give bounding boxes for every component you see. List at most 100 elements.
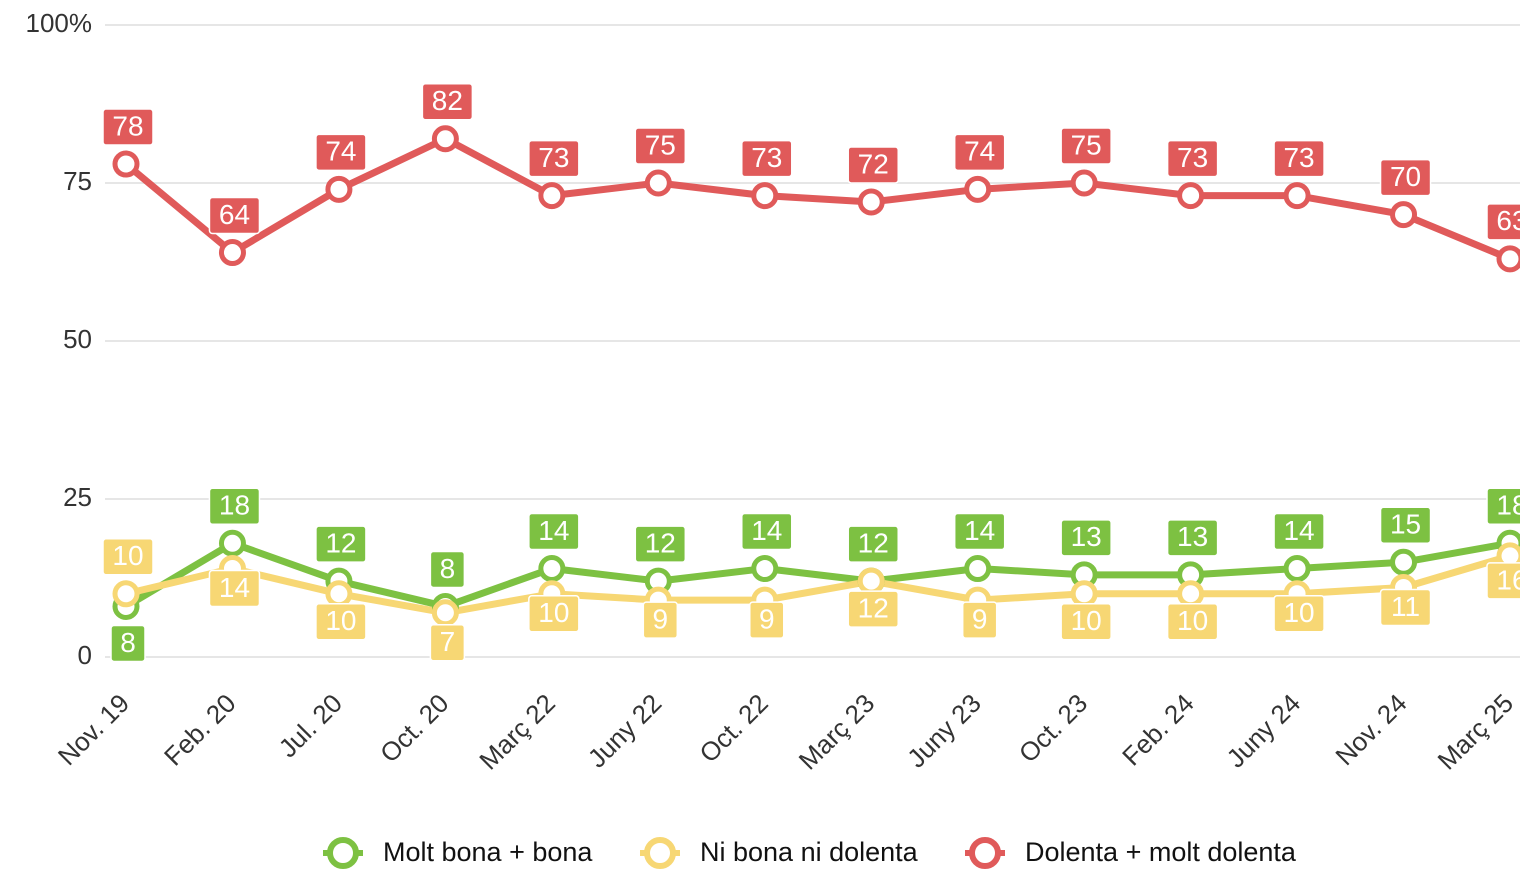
- data-label: 11: [1391, 591, 1420, 622]
- x-tick-label: Juny 23: [901, 688, 987, 774]
- point: [218, 239, 246, 267]
- point: [1496, 245, 1520, 273]
- data-label: 10: [538, 597, 569, 628]
- legend-label: Molt bona + bona: [383, 837, 593, 867]
- point: [538, 555, 566, 583]
- x-tick-label: Oct. 23: [1013, 688, 1093, 768]
- point: [857, 188, 885, 216]
- data-label: 78: [112, 110, 143, 141]
- data-label: 18: [219, 490, 250, 521]
- data-label: 12: [325, 528, 356, 559]
- data-label: 10: [112, 540, 143, 571]
- data-label-box: [315, 525, 367, 563]
- data-label: 74: [964, 136, 995, 167]
- data-label-box: [315, 603, 367, 641]
- data-label: 73: [538, 142, 569, 173]
- data-label-box: [528, 595, 580, 633]
- data-label-box: [429, 624, 466, 662]
- data-label: 70: [1390, 161, 1421, 192]
- data-label-box: [953, 133, 1006, 172]
- data-label-box: [1379, 506, 1432, 544]
- data-label-box: [528, 139, 580, 178]
- point: [751, 182, 779, 210]
- data-label: 15: [1390, 509, 1421, 540]
- data-label-box: [528, 512, 580, 551]
- data-label-box: [741, 139, 793, 178]
- point: [1070, 169, 1098, 197]
- data-label: 12: [645, 528, 676, 559]
- x-tick-label: Feb. 24: [1116, 688, 1200, 772]
- point: [1390, 548, 1418, 576]
- data-label: 12: [858, 528, 889, 559]
- data-label-box: [421, 83, 474, 121]
- point: [431, 125, 459, 153]
- data-label-box: [110, 624, 146, 663]
- point: [325, 580, 353, 608]
- data-label: 13: [1071, 521, 1102, 552]
- legend-marker: [969, 837, 1001, 869]
- data-label-box: [429, 550, 466, 589]
- x-tick-label: Març 25: [1431, 688, 1519, 776]
- x-tick-label: Març 23: [793, 688, 881, 776]
- point: [1070, 580, 1098, 608]
- point: [1283, 182, 1311, 210]
- data-label: 18: [1496, 490, 1520, 521]
- data-label: 14: [1283, 515, 1314, 546]
- data-label-box: [208, 196, 261, 235]
- point: [1177, 580, 1205, 608]
- data-label-box: [208, 487, 261, 525]
- series-line: [124, 539, 1511, 610]
- series-line: [123, 135, 1512, 263]
- data-label: 82: [432, 85, 463, 116]
- point: [964, 555, 992, 583]
- point: [857, 567, 885, 595]
- data-label: 16: [1496, 564, 1520, 595]
- point: [112, 150, 140, 178]
- y-tick-label: 25: [63, 482, 92, 512]
- legend-marker: [327, 837, 359, 869]
- data-label-box: [1486, 562, 1520, 600]
- data-label: 75: [1071, 129, 1102, 160]
- data-label: 14: [538, 515, 569, 546]
- point: [431, 599, 459, 627]
- data-label-box: [847, 590, 899, 628]
- point: [1177, 182, 1205, 210]
- point: [112, 580, 140, 608]
- data-label-box: [1273, 595, 1325, 633]
- data-label-box: [1379, 588, 1432, 627]
- data-label: 72: [858, 148, 889, 179]
- data-label: 13: [1177, 521, 1208, 552]
- data-label: 9: [759, 604, 775, 635]
- x-tick-label: Oct. 20: [374, 688, 454, 768]
- data-label: 10: [1283, 597, 1314, 628]
- point: [751, 555, 779, 583]
- data-label: 73: [751, 142, 782, 173]
- data-label: 10: [325, 605, 356, 636]
- data-label: 75: [645, 129, 676, 160]
- data-label: 14: [751, 515, 782, 546]
- x-tick-label: Oct. 22: [693, 688, 773, 768]
- data-label: 63: [1496, 205, 1520, 236]
- data-label: 9: [972, 604, 988, 635]
- data-label-box: [1060, 603, 1112, 641]
- data-label-box: [1486, 487, 1520, 525]
- data-label: 8: [120, 627, 136, 658]
- data-label: 9: [653, 604, 669, 635]
- data-label-box: [1166, 139, 1219, 178]
- legend-marker: [644, 837, 676, 869]
- data-label-box: [208, 569, 261, 608]
- data-label-box: [1379, 158, 1432, 197]
- legend-label: Ni bona ni dolenta: [700, 837, 919, 867]
- x-tick-label: Març 22: [473, 688, 561, 776]
- data-label-box: [1060, 519, 1112, 557]
- data-label-box: [741, 512, 793, 551]
- data-label: 74: [325, 136, 356, 167]
- series-line: [125, 552, 1511, 617]
- data-label-box: [634, 127, 687, 165]
- point: [218, 529, 246, 557]
- point: [538, 182, 566, 210]
- x-tick-label: Juny 24: [1221, 688, 1307, 774]
- data-label: 14: [964, 515, 995, 546]
- point: [1390, 201, 1418, 229]
